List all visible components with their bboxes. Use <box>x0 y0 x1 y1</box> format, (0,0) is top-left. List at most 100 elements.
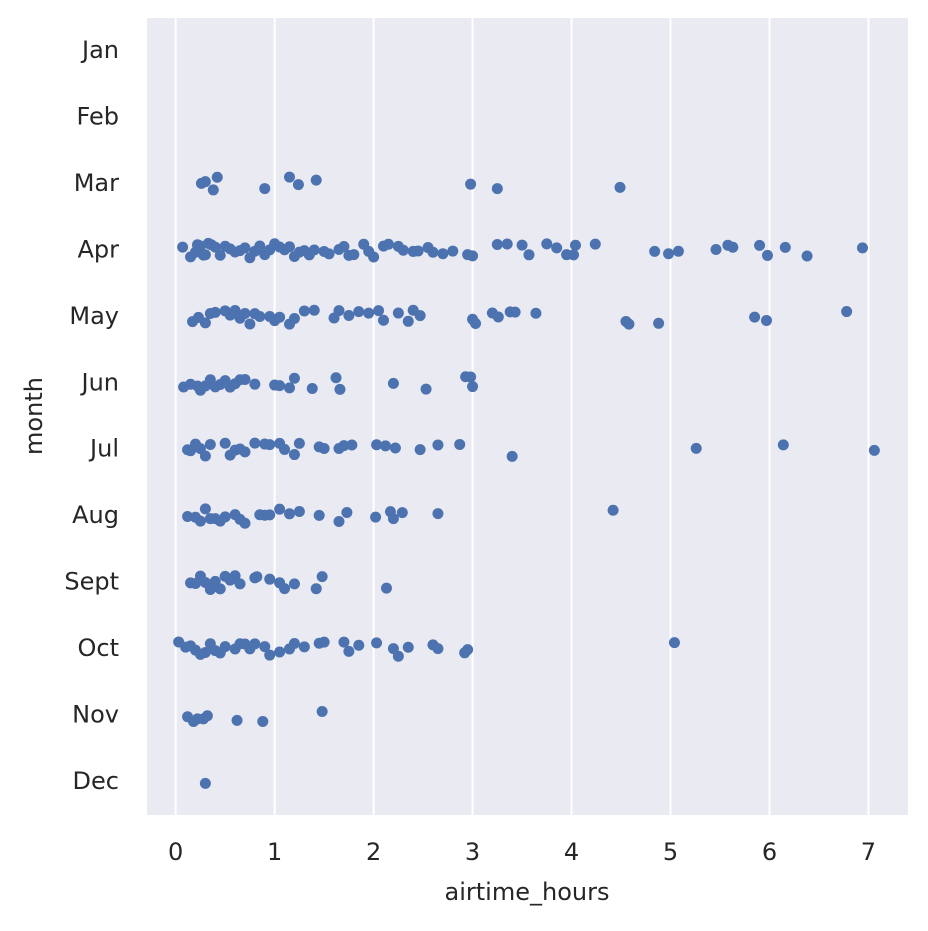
point <box>229 570 241 582</box>
point <box>234 578 246 590</box>
point <box>663 248 675 260</box>
point <box>672 245 684 257</box>
point <box>467 381 479 393</box>
point <box>330 372 342 384</box>
point <box>209 241 221 253</box>
point <box>194 515 206 527</box>
point <box>414 444 426 456</box>
point <box>274 380 286 392</box>
point <box>231 714 243 726</box>
point <box>387 377 399 389</box>
point <box>204 583 216 595</box>
point <box>214 583 226 595</box>
point <box>333 516 345 528</box>
point <box>254 240 266 252</box>
point <box>649 245 661 257</box>
point <box>308 304 320 316</box>
y-tick-label: Sept <box>64 568 119 596</box>
x-tick-label: 2 <box>366 838 381 866</box>
point <box>506 450 518 462</box>
point <box>509 306 521 318</box>
point <box>353 639 365 651</box>
point <box>777 439 789 451</box>
point <box>182 510 194 522</box>
plot-area <box>147 18 908 815</box>
point <box>298 305 310 317</box>
point <box>288 449 300 461</box>
point <box>239 517 251 529</box>
point <box>380 582 392 594</box>
point <box>334 383 346 395</box>
point <box>382 238 394 250</box>
point <box>523 249 535 261</box>
y-tick-label: Feb <box>77 103 120 131</box>
point <box>653 317 665 329</box>
point <box>264 439 276 451</box>
point <box>310 583 322 595</box>
point <box>338 440 350 452</box>
point <box>343 309 355 321</box>
point <box>569 239 581 251</box>
point <box>316 705 328 717</box>
point <box>257 715 269 727</box>
point <box>308 244 320 256</box>
point <box>343 645 355 657</box>
y-tick-label: Aug <box>72 501 119 529</box>
point <box>249 378 261 390</box>
point <box>371 439 383 451</box>
point <box>204 438 216 450</box>
point <box>199 777 211 789</box>
point <box>219 511 231 523</box>
point <box>353 306 365 318</box>
point <box>310 174 322 186</box>
y-tick-label: Nov <box>72 700 119 728</box>
point <box>432 439 444 451</box>
point <box>427 246 439 258</box>
point <box>244 318 256 330</box>
point <box>274 311 286 323</box>
y-tick-label: Jan <box>80 36 119 64</box>
x-tick-label: 1 <box>267 838 282 866</box>
point <box>338 636 350 648</box>
point <box>841 306 853 318</box>
point <box>749 311 761 323</box>
point <box>284 241 296 253</box>
point <box>207 184 219 196</box>
y-tick-label: Mar <box>74 169 119 197</box>
point <box>389 442 401 454</box>
point <box>284 171 296 183</box>
point <box>274 503 286 515</box>
point <box>614 181 626 193</box>
point <box>491 183 503 195</box>
point <box>346 439 358 451</box>
point <box>199 450 211 462</box>
point <box>402 315 414 327</box>
point <box>316 571 328 583</box>
point <box>467 250 479 262</box>
point <box>211 171 223 183</box>
point <box>264 509 276 521</box>
point <box>462 644 474 656</box>
point <box>371 637 383 649</box>
point <box>288 312 300 324</box>
y-tick-label: Jun <box>80 368 120 396</box>
point <box>293 505 305 517</box>
point <box>201 710 213 722</box>
y-tick-label: Dec <box>73 767 119 795</box>
point <box>259 641 271 653</box>
point <box>264 649 276 661</box>
point <box>801 250 813 262</box>
x-tick-label: 7 <box>861 838 876 866</box>
x-tick-label: 4 <box>564 838 579 866</box>
point <box>465 178 477 190</box>
point <box>199 503 211 515</box>
x-tick-label: 3 <box>465 838 480 866</box>
point <box>279 583 291 595</box>
point <box>551 242 563 254</box>
point <box>348 249 360 261</box>
point <box>432 643 444 655</box>
point <box>284 508 296 520</box>
point <box>214 249 226 261</box>
point <box>368 251 380 263</box>
